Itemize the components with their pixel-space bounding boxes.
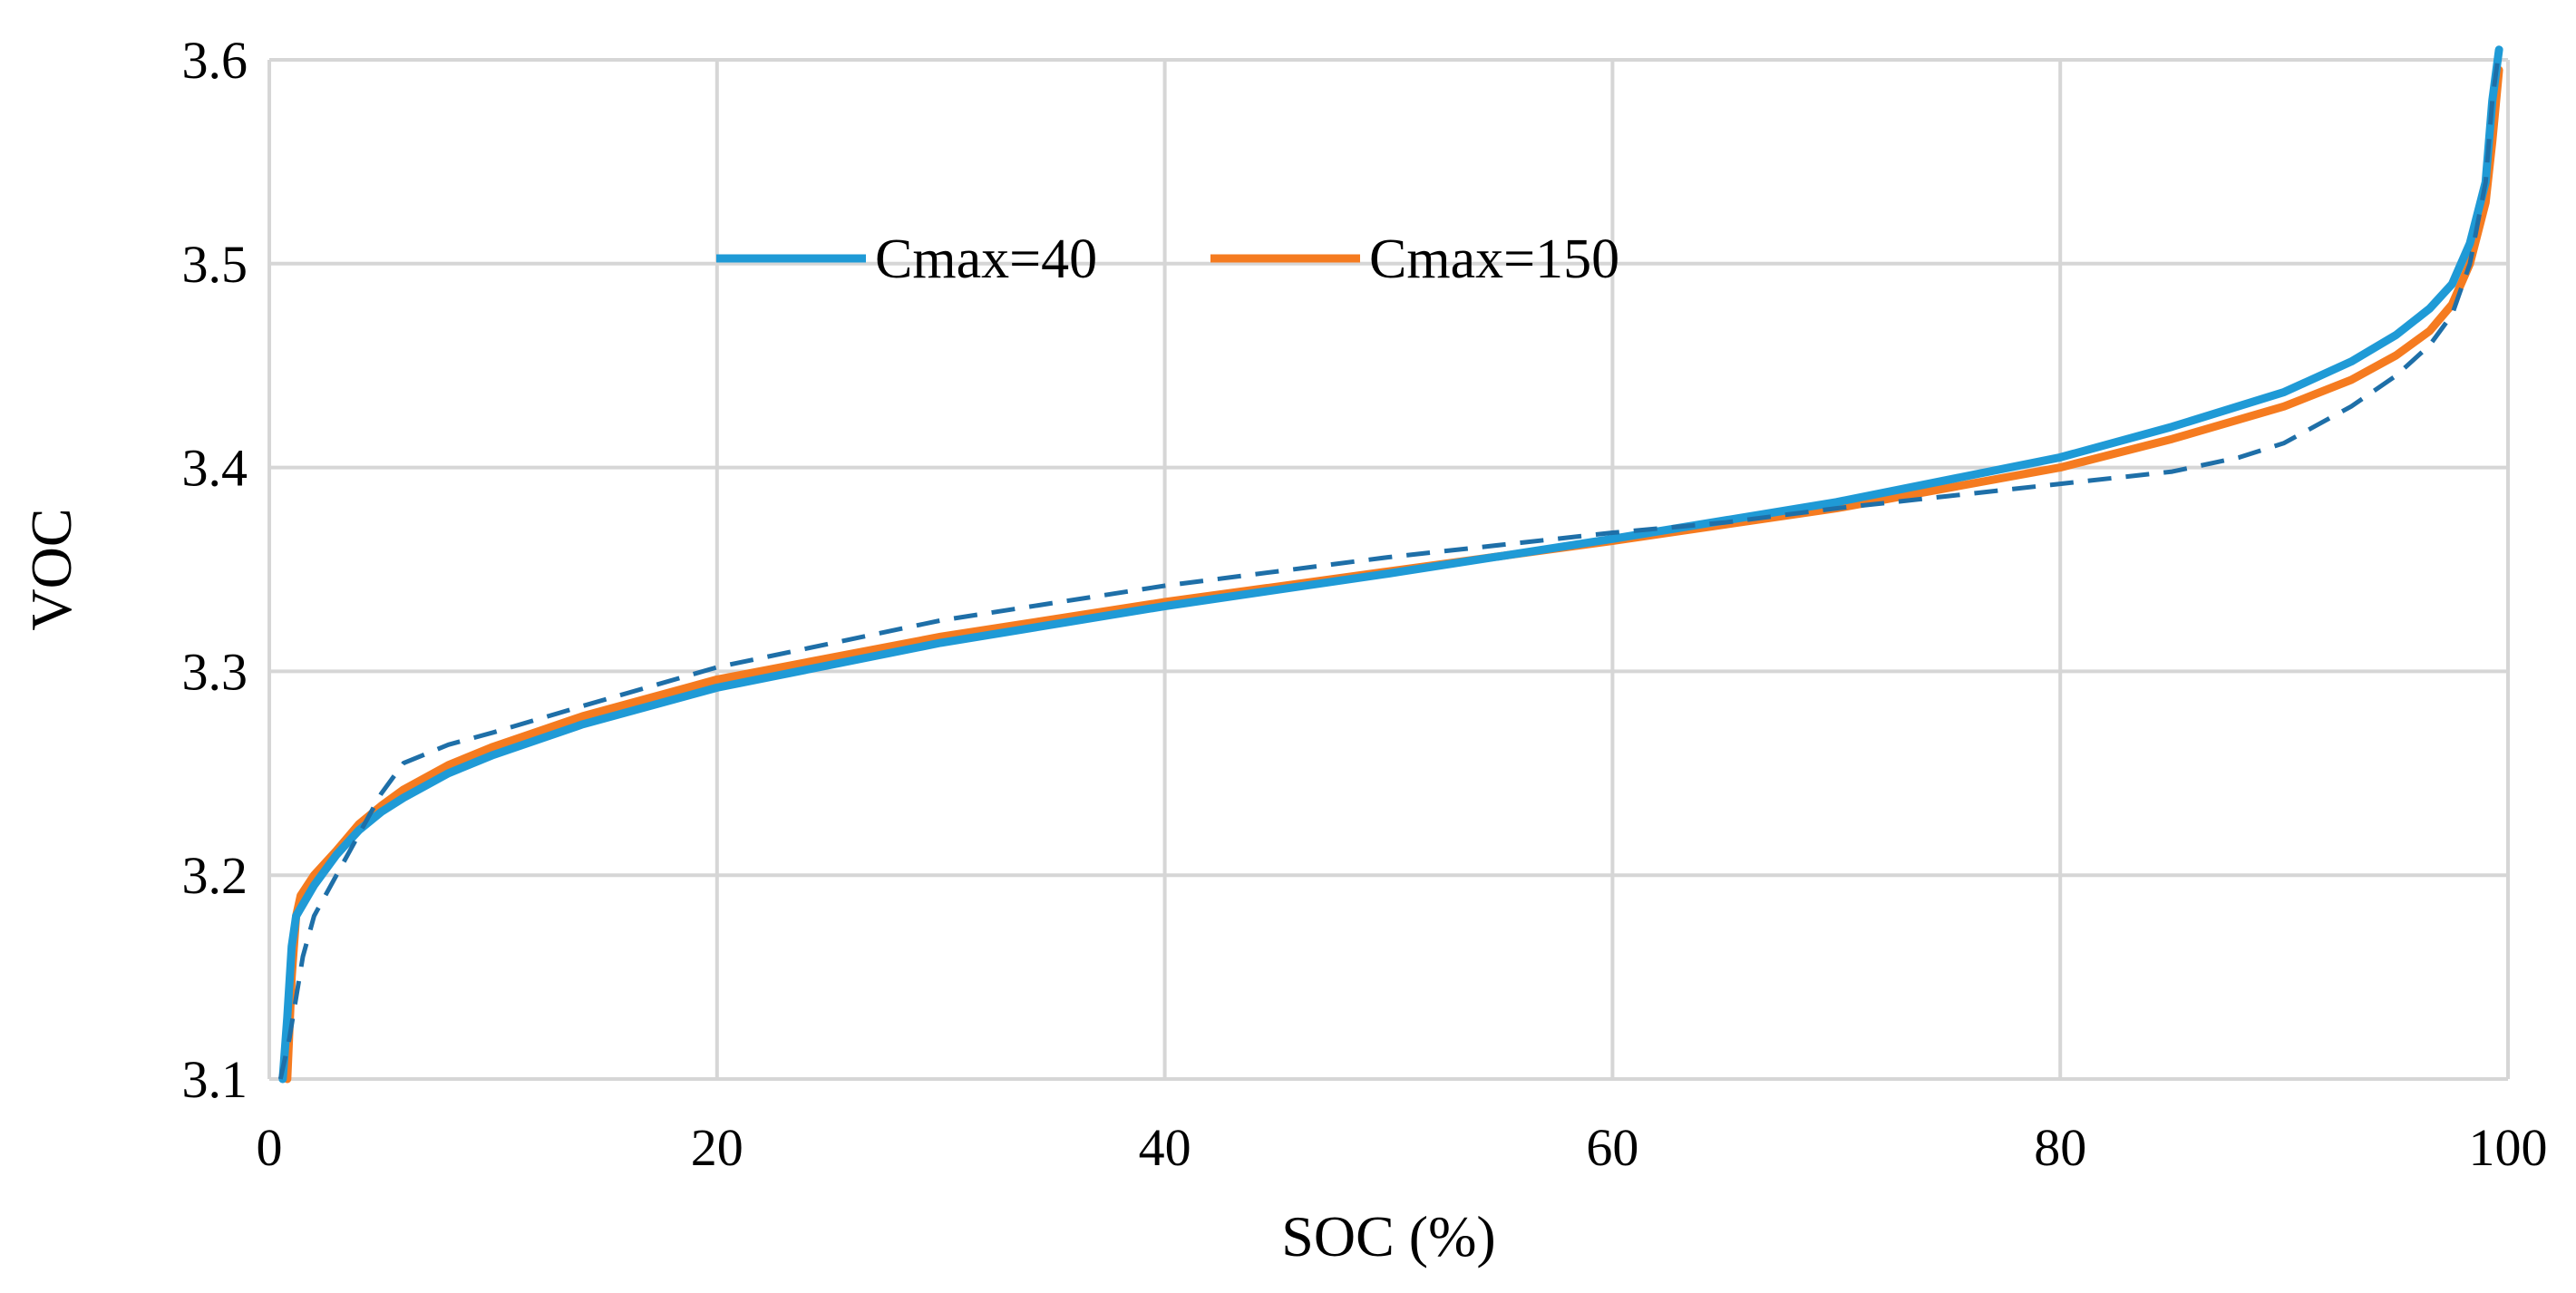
x-tick-label-3: 60 [1586,1118,1638,1177]
x-axis-title: SOC (%) [1281,1204,1495,1269]
x-tick-label-1: 20 [691,1118,744,1177]
legend-label-1: Cmax=150 [1369,228,1619,290]
y-tick-label-3: 3.4 [182,439,248,498]
series-lines [277,45,2503,1084]
y-tick-label-1: 3.2 [182,846,248,905]
grid [267,58,2510,1081]
tick-labels: 0 20 40 60 80 100 3.1 3.2 3.3 3.4 3.5 3.6 [182,31,2548,1177]
legend-label-0: Cmax=40 [875,228,1097,290]
y-tick-label-0: 3.1 [182,1050,248,1109]
series-line-dashed-reference [277,49,2502,1080]
legend: Cmax=40 Cmax=150 [716,228,1619,290]
x-tick-label-4: 80 [2034,1118,2086,1177]
x-tick-label-2: 40 [1139,1118,1191,1177]
y-tick-label-5: 3.6 [182,31,248,90]
y-tick-label-4: 3.5 [182,235,248,294]
x-tick-label-0: 0 [257,1118,283,1177]
x-tick-label-5: 100 [2469,1118,2548,1177]
series-line-cmax-40 [278,45,2503,1084]
y-tick-label-2: 3.3 [182,642,248,701]
y-axis-title: VOC [19,508,83,630]
